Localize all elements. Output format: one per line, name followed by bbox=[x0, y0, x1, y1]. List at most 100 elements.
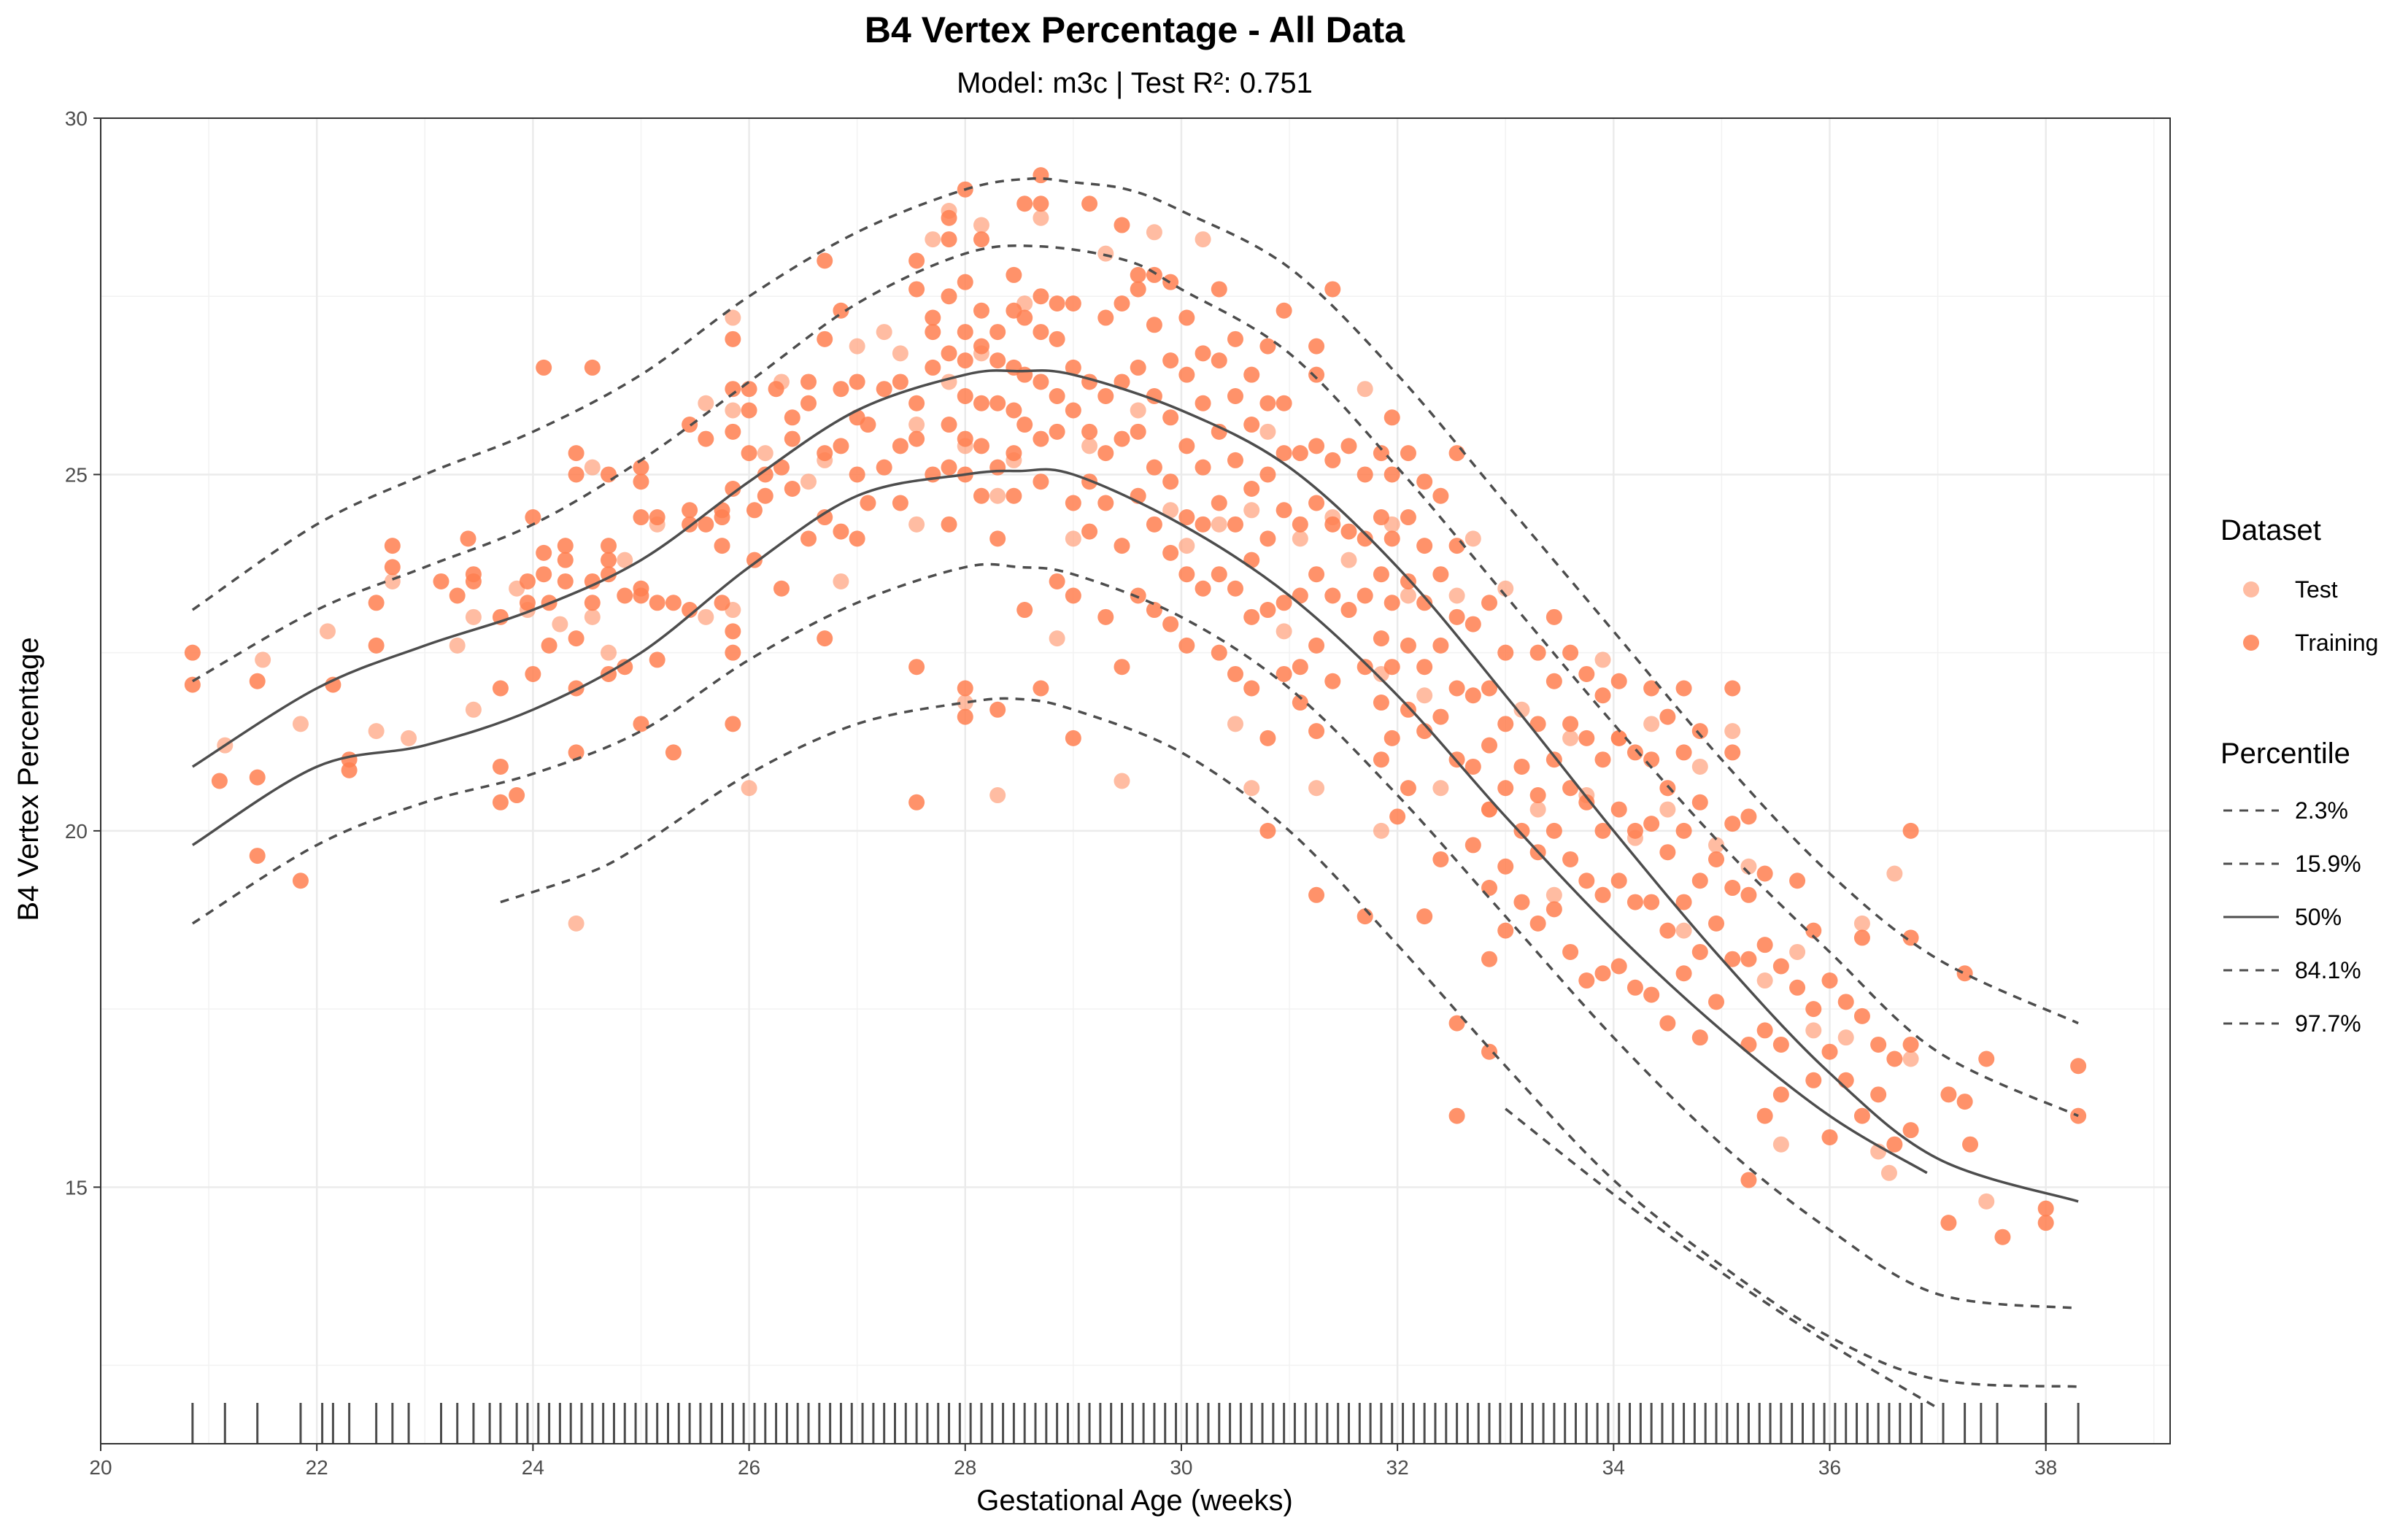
training-point bbox=[925, 324, 941, 341]
training-point bbox=[908, 794, 925, 811]
training-point bbox=[1675, 680, 1692, 697]
training-point bbox=[1416, 908, 1433, 925]
training-point bbox=[1626, 744, 1643, 761]
training-point bbox=[1373, 630, 1389, 647]
training-point bbox=[1114, 430, 1130, 447]
training-point bbox=[1978, 1051, 1995, 1067]
training-point bbox=[1065, 730, 1081, 746]
training-point bbox=[1724, 744, 1741, 761]
training-point bbox=[2070, 1107, 2087, 1124]
training-point bbox=[1114, 659, 1130, 676]
training-point bbox=[800, 374, 817, 390]
test-point bbox=[449, 637, 466, 654]
training-point bbox=[725, 330, 741, 347]
training-point bbox=[1033, 680, 1049, 697]
training-point bbox=[1724, 880, 1741, 897]
training-point bbox=[714, 538, 730, 554]
training-point bbox=[1789, 873, 1806, 889]
training-point bbox=[1724, 816, 1741, 832]
test-point bbox=[1789, 943, 1806, 960]
training-point bbox=[1006, 445, 1022, 462]
training-point bbox=[568, 466, 584, 483]
training-point bbox=[1562, 851, 1579, 867]
training-point bbox=[1400, 637, 1416, 654]
test-point bbox=[1227, 716, 1243, 732]
training-point bbox=[1016, 196, 1033, 212]
test-point bbox=[1308, 780, 1325, 797]
training-point bbox=[1578, 730, 1595, 746]
training-point bbox=[1195, 345, 1211, 362]
training-point bbox=[1497, 780, 1514, 797]
training-point bbox=[1081, 423, 1098, 440]
legend-dataset-title: Dataset bbox=[2220, 514, 2321, 546]
y-axis-title: B4 Vertex Percentage bbox=[12, 637, 45, 921]
training-point bbox=[1195, 516, 1211, 533]
x-tick-label: 28 bbox=[954, 1456, 976, 1479]
training-point bbox=[1740, 1172, 1757, 1188]
test-point bbox=[876, 324, 892, 341]
test-point bbox=[255, 651, 271, 668]
test-point bbox=[401, 730, 417, 746]
training-point bbox=[584, 573, 601, 589]
training-point bbox=[1545, 822, 1562, 839]
training-point bbox=[1308, 495, 1325, 511]
training-point bbox=[1497, 922, 1514, 939]
test-point bbox=[1448, 587, 1465, 604]
training-point bbox=[1178, 438, 1195, 454]
training-point bbox=[1789, 979, 1806, 996]
training-point bbox=[768, 381, 784, 398]
training-point bbox=[1065, 587, 1081, 604]
training-point bbox=[1724, 951, 1741, 967]
training-point bbox=[384, 538, 401, 554]
training-point bbox=[557, 552, 574, 568]
training-point bbox=[746, 502, 763, 519]
training-point bbox=[989, 530, 1006, 547]
training-point bbox=[1545, 901, 1562, 918]
training-point bbox=[1594, 886, 1611, 903]
training-point bbox=[741, 402, 757, 419]
training-point bbox=[1162, 274, 1179, 290]
x-tick-label: 24 bbox=[522, 1456, 544, 1479]
test-point bbox=[617, 552, 633, 568]
training-point bbox=[249, 769, 266, 786]
training-point bbox=[1805, 922, 1822, 939]
training-point bbox=[449, 587, 466, 604]
test-point bbox=[465, 608, 482, 625]
test-point bbox=[1465, 530, 1481, 547]
training-point bbox=[1448, 1015, 1465, 1032]
training-point bbox=[1416, 538, 1433, 554]
training-point bbox=[1643, 986, 1660, 1003]
training-point bbox=[633, 580, 649, 597]
training-point bbox=[617, 587, 633, 604]
training-point bbox=[1821, 1043, 1838, 1060]
training-point bbox=[1243, 366, 1260, 383]
training-point bbox=[1033, 196, 1049, 212]
training-point bbox=[957, 680, 973, 697]
test-point bbox=[1146, 224, 1162, 241]
training-point bbox=[1740, 886, 1757, 903]
training-point bbox=[1384, 466, 1400, 483]
training-point bbox=[1659, 922, 1676, 939]
training-point bbox=[1276, 502, 1292, 519]
test-point bbox=[292, 716, 309, 732]
training-point bbox=[1276, 445, 1292, 462]
training-point bbox=[184, 676, 201, 693]
test-point bbox=[584, 608, 601, 625]
test-point bbox=[1114, 773, 1130, 789]
training-point bbox=[1227, 516, 1243, 533]
x-tick-label: 30 bbox=[1170, 1456, 1192, 1479]
training-point bbox=[1146, 266, 1162, 283]
training-point bbox=[1081, 196, 1098, 212]
training-point bbox=[1529, 716, 1546, 732]
training-point bbox=[1675, 965, 1692, 982]
training-point bbox=[833, 302, 849, 319]
training-point bbox=[1373, 445, 1389, 462]
test-point bbox=[1340, 552, 1357, 568]
test-point bbox=[800, 473, 817, 490]
training-point bbox=[1481, 951, 1498, 967]
training-point bbox=[1756, 865, 1773, 882]
training-point bbox=[1373, 566, 1389, 583]
training-point bbox=[1114, 538, 1130, 554]
x-tick-label: 36 bbox=[1818, 1456, 1841, 1479]
training-point bbox=[1805, 1001, 1822, 1018]
